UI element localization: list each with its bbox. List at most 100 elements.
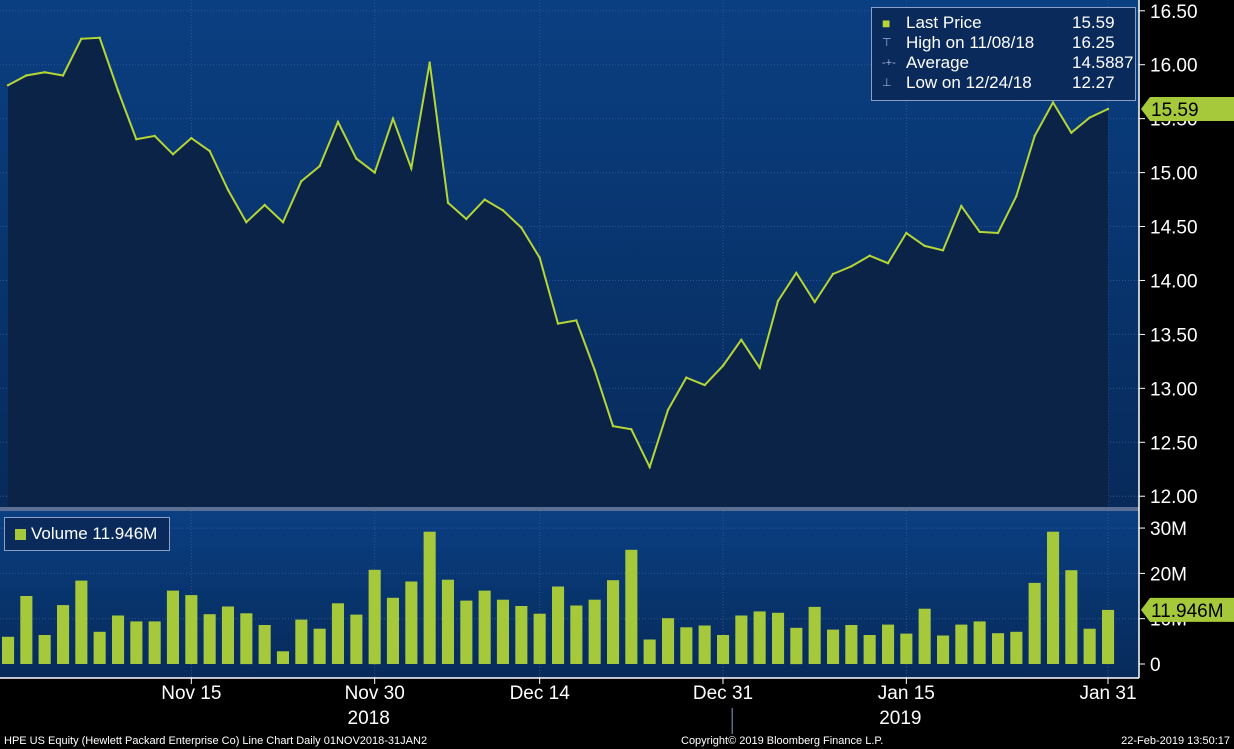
volume-bar: [918, 608, 931, 664]
price-point: [886, 262, 890, 265]
volume-bar: [57, 605, 70, 664]
volume-bar: [386, 597, 399, 664]
price-point: [685, 376, 688, 379]
price-point: [263, 203, 266, 207]
price-point: [153, 134, 156, 138]
price-point: [795, 271, 798, 275]
volume-bar: [112, 615, 125, 664]
volume-bar: [166, 590, 179, 664]
price-point: [758, 366, 761, 369]
volume-bar: [643, 639, 656, 664]
volume-bar: [441, 579, 454, 664]
price-point: [703, 383, 706, 387]
volume-bar: [588, 599, 601, 664]
volume-bar: [882, 624, 895, 664]
x-tick-label: Jan 31: [1079, 683, 1136, 704]
footer-security-description: HPE US Equity (Hewlett Packard Enterpris…: [4, 735, 428, 747]
volume-bar: [900, 633, 913, 664]
volume-bar: [350, 614, 363, 664]
price-legend: ■ Last Price 15.59 ⊤ High on 11/08/18 16…: [871, 7, 1136, 101]
price-point: [208, 149, 211, 153]
price-point: [611, 424, 615, 428]
low-marker-icon: ⊥: [882, 77, 892, 89]
price-point: [1015, 195, 1018, 198]
price-point: [410, 167, 413, 170]
volume-bar: [1065, 570, 1078, 664]
price-point: [721, 364, 725, 367]
legend-row-last-price: ■ Last Price 15.59: [882, 13, 1132, 33]
price-point: [245, 221, 248, 224]
price-point: [996, 231, 1000, 235]
price-tick-label: 13.50: [1150, 325, 1198, 346]
price-tick-label: 12.50: [1150, 433, 1198, 454]
price-point: [1051, 101, 1055, 104]
price-point: [6, 84, 10, 87]
volume-bar: [698, 625, 711, 664]
price-point: [300, 180, 303, 183]
last-price-swatch-icon: ■: [882, 15, 891, 31]
volume-tick-label: 30M: [1150, 519, 1187, 540]
price-point: [813, 300, 816, 304]
price-point: [98, 36, 101, 39]
volume-bar: [753, 611, 766, 664]
price-point: [923, 244, 926, 248]
volume-bar: [808, 606, 821, 664]
volume-bar: [1083, 628, 1096, 664]
volume-bar: [1010, 631, 1023, 664]
price-point: [61, 74, 65, 77]
price-point: [831, 272, 835, 276]
price-point: [1033, 134, 1036, 138]
volume-bar: [973, 621, 986, 664]
price-point: [538, 256, 541, 259]
last-price-callout-bg: [1141, 96, 1234, 121]
price-point: [575, 319, 578, 322]
price-tick-label: 12.00: [1150, 487, 1198, 508]
panel-separator[interactable]: [0, 507, 1139, 511]
price-point: [465, 217, 468, 221]
volume-bar: [937, 635, 950, 664]
price-point: [171, 153, 175, 156]
high-marker-icon: ⊤: [882, 37, 892, 49]
volume-bar: [662, 618, 675, 664]
volume-bar: [570, 605, 583, 664]
volume-legend: Volume 11.946M: [4, 517, 170, 551]
price-tick-label: 14.50: [1150, 218, 1198, 239]
volume-bar: [75, 580, 88, 664]
legend-value: 15.59: [1072, 13, 1115, 32]
price-point: [391, 117, 395, 120]
volume-bar: [20, 596, 33, 664]
x-year-label: 2019: [879, 708, 921, 729]
legend-value: 14.5887: [1072, 53, 1134, 72]
volume-bar: [680, 627, 693, 664]
last-volume-callout-text: 11.946M: [1151, 601, 1224, 622]
x-tick-label: Dec 14: [510, 683, 571, 704]
footer-timestamp: 22-Feb-2019 13:50:17: [1121, 735, 1230, 747]
price-point: [355, 157, 358, 160]
volume-bar: [405, 581, 418, 664]
volume-bar: [93, 631, 106, 664]
price-point: [116, 89, 120, 92]
volume-bar: [607, 580, 620, 664]
volume-bar: [552, 586, 565, 664]
price-point: [868, 254, 871, 257]
volume-bar: [295, 619, 308, 664]
volume-bar: [533, 613, 546, 664]
volume-bar: [423, 531, 436, 664]
volume-bar: [735, 615, 748, 664]
last-price-callout: 15.59: [1141, 96, 1234, 121]
last-volume-callout: 11.946M: [1141, 597, 1234, 622]
price-area-fill: [8, 37, 1108, 508]
price-tick-label: 16.50: [1150, 2, 1198, 23]
volume-bar: [38, 635, 51, 664]
legend-label: Low on 12/24/18: [906, 73, 1032, 92]
x-year-label: 2018: [348, 708, 390, 729]
price-point: [43, 71, 46, 74]
price-point: [281, 221, 285, 224]
price-tick-label: 15.00: [1150, 164, 1198, 185]
x-tick-label: Dec 31: [693, 683, 753, 704]
volume-tick-label: 0: [1150, 655, 1161, 676]
price-tick-label: 13.00: [1150, 379, 1198, 400]
volume-bar: [478, 590, 491, 664]
volume-bar: [203, 614, 216, 664]
